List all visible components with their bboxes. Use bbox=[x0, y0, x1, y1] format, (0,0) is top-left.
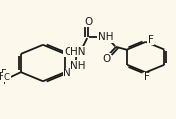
Text: N: N bbox=[63, 68, 71, 78]
Text: F: F bbox=[148, 35, 154, 45]
Text: O: O bbox=[102, 54, 110, 64]
Text: F: F bbox=[3, 76, 9, 86]
Text: C: C bbox=[3, 73, 9, 82]
Text: NH: NH bbox=[70, 61, 86, 71]
Text: NH: NH bbox=[98, 32, 113, 42]
Text: F: F bbox=[144, 72, 150, 82]
Text: O: O bbox=[84, 17, 92, 27]
Text: HN: HN bbox=[70, 47, 86, 57]
Text: F: F bbox=[0, 72, 5, 82]
Text: Cl: Cl bbox=[64, 47, 74, 57]
Text: F: F bbox=[1, 69, 7, 79]
